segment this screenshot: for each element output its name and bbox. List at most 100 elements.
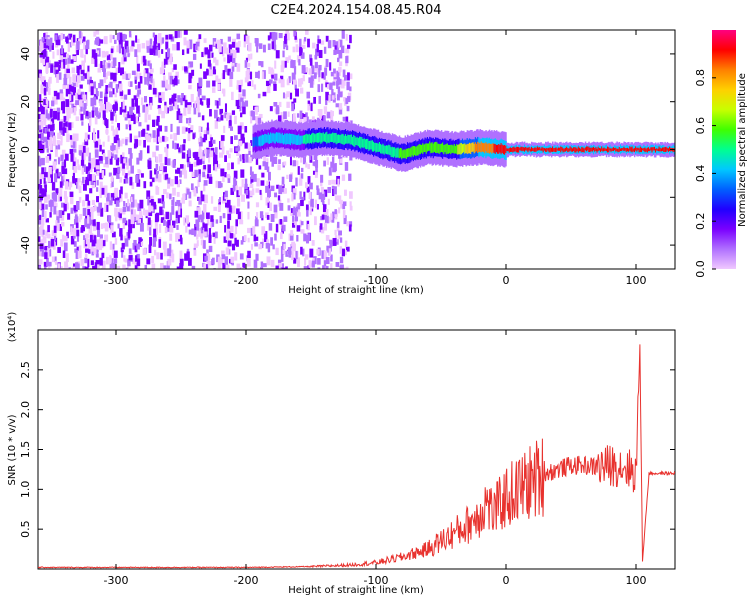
y-tick-label: 2.0 — [19, 401, 32, 419]
heatmap-cell — [46, 257, 49, 266]
ridge-cell — [405, 148, 408, 160]
heatmap-cell — [136, 157, 140, 165]
heatmap-cell — [343, 250, 347, 256]
heatmap-cell — [100, 239, 104, 249]
heatmap-cell — [82, 36, 86, 44]
heatmap-cell — [161, 110, 165, 119]
heatmap-cell — [300, 199, 304, 207]
heatmap-cell — [273, 73, 278, 81]
ridge-cell — [494, 144, 497, 154]
heatmap-cell — [110, 53, 113, 60]
heatmap-cell — [285, 266, 288, 269]
heatmap-cell — [88, 225, 93, 234]
heatmap-cell — [138, 211, 143, 219]
heatmap-cell — [234, 185, 238, 191]
heatmap-cell — [299, 38, 302, 48]
heatmap-cell — [140, 97, 144, 106]
heatmap-cell — [121, 101, 124, 108]
heatmap-cell — [82, 73, 87, 79]
heatmap-cell — [198, 159, 202, 165]
heatmap-cell — [127, 81, 131, 87]
ridge-cell — [656, 148, 658, 151]
heatmap-cell — [237, 211, 241, 220]
heatmap-cell — [336, 80, 339, 89]
heatmap-cell — [293, 257, 297, 264]
ridge-cell — [636, 147, 638, 152]
heatmap-cell — [276, 184, 280, 189]
ridge-cell — [265, 133, 267, 143]
heatmap-cell — [247, 250, 251, 258]
heatmap-cell — [157, 198, 162, 204]
figure-title: C2E4.2024.154.08.45.R04 — [270, 3, 441, 18]
heatmap-cell — [144, 77, 147, 85]
heatmap-cell — [242, 89, 246, 97]
heatmap-cell — [228, 153, 231, 159]
heatmap-cell — [258, 165, 262, 170]
heatmap-cell — [188, 191, 192, 199]
heatmap-cell — [94, 167, 97, 173]
heatmap-cell — [188, 127, 191, 134]
ridge-cell — [509, 147, 512, 152]
heatmap-cell — [223, 57, 226, 62]
heatmap-cell — [254, 37, 259, 44]
heatmap-cell — [104, 202, 107, 212]
ridge-cell — [505, 145, 507, 154]
heatmap-cell — [146, 124, 150, 131]
heatmap-cell — [137, 81, 141, 89]
ridge-cell — [652, 147, 655, 151]
heatmap-cell — [95, 30, 100, 35]
heatmap-cell — [194, 169, 198, 178]
ridge-cell — [631, 146, 634, 153]
ridge-cell — [378, 141, 381, 152]
ridge-cell — [437, 143, 439, 153]
heatmap-cell — [117, 223, 120, 229]
heatmap-cell — [317, 258, 321, 265]
heatmap-cell — [63, 77, 68, 86]
ridge-cell — [252, 137, 254, 148]
heatmap-cell — [322, 265, 325, 269]
heatmap-cell — [177, 108, 181, 114]
heatmap-cell — [255, 71, 259, 78]
heatmap-cell — [228, 119, 232, 126]
heatmap-cell — [305, 30, 309, 35]
heatmap-cell — [82, 145, 86, 153]
heatmap-cell — [319, 111, 322, 119]
heatmap-cell — [167, 258, 172, 266]
heatmap-cell — [133, 239, 137, 246]
ridge-cell — [642, 146, 644, 155]
heatmap-cell — [195, 41, 200, 47]
heatmap-cell — [270, 153, 274, 162]
heatmap-cell — [56, 140, 60, 145]
heatmap-cell — [193, 161, 198, 167]
heatmap-cell — [133, 114, 136, 119]
heatmap-cell — [299, 47, 302, 56]
heatmap-cell — [54, 267, 58, 269]
ridge-cell — [624, 148, 627, 151]
heatmap-cell — [142, 55, 146, 63]
heatmap-cell — [75, 116, 80, 121]
heatmap-cell — [333, 70, 338, 78]
heatmap-cell — [53, 65, 57, 75]
heatmap-cell — [61, 202, 65, 208]
heatmap-cell — [281, 267, 286, 269]
heatmap-cell — [214, 109, 218, 119]
heatmap-cell — [228, 205, 232, 213]
heatmap-cell — [45, 109, 48, 119]
heatmap-cell — [128, 119, 131, 127]
heatmap-cell — [43, 172, 48, 178]
heatmap-cell — [224, 112, 228, 119]
ridge-cell — [332, 132, 334, 143]
heatmap-cell — [58, 172, 63, 177]
heatmap-cell — [53, 110, 57, 120]
heatmap-cell — [203, 263, 207, 269]
heatmap-cell — [97, 130, 100, 139]
heatmap-cell — [158, 223, 162, 233]
heatmap-cell — [53, 225, 57, 234]
heatmap-cell — [119, 90, 123, 96]
heatmap-cell — [165, 136, 169, 142]
heatmap-cell — [219, 152, 224, 158]
heatmap-cell — [119, 189, 122, 199]
heatmap-cell — [244, 183, 248, 190]
heatmap-cell — [112, 72, 117, 82]
heatmap-cell — [161, 194, 165, 204]
